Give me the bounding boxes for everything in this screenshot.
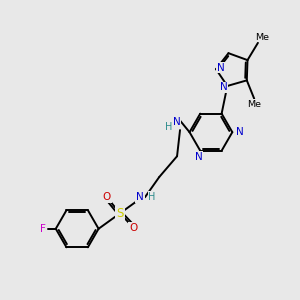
Text: N: N xyxy=(220,82,228,92)
Text: H: H xyxy=(148,192,156,202)
Text: O: O xyxy=(103,192,111,202)
Text: S: S xyxy=(116,207,124,220)
Text: H: H xyxy=(165,122,172,132)
Text: N: N xyxy=(195,152,202,162)
Text: Me: Me xyxy=(247,100,261,109)
Text: N: N xyxy=(172,117,180,127)
Text: N: N xyxy=(136,192,144,202)
Text: O: O xyxy=(129,223,137,232)
Text: F: F xyxy=(40,224,46,234)
Text: N: N xyxy=(236,127,244,137)
Text: Me: Me xyxy=(255,33,269,42)
Text: N: N xyxy=(217,63,224,73)
